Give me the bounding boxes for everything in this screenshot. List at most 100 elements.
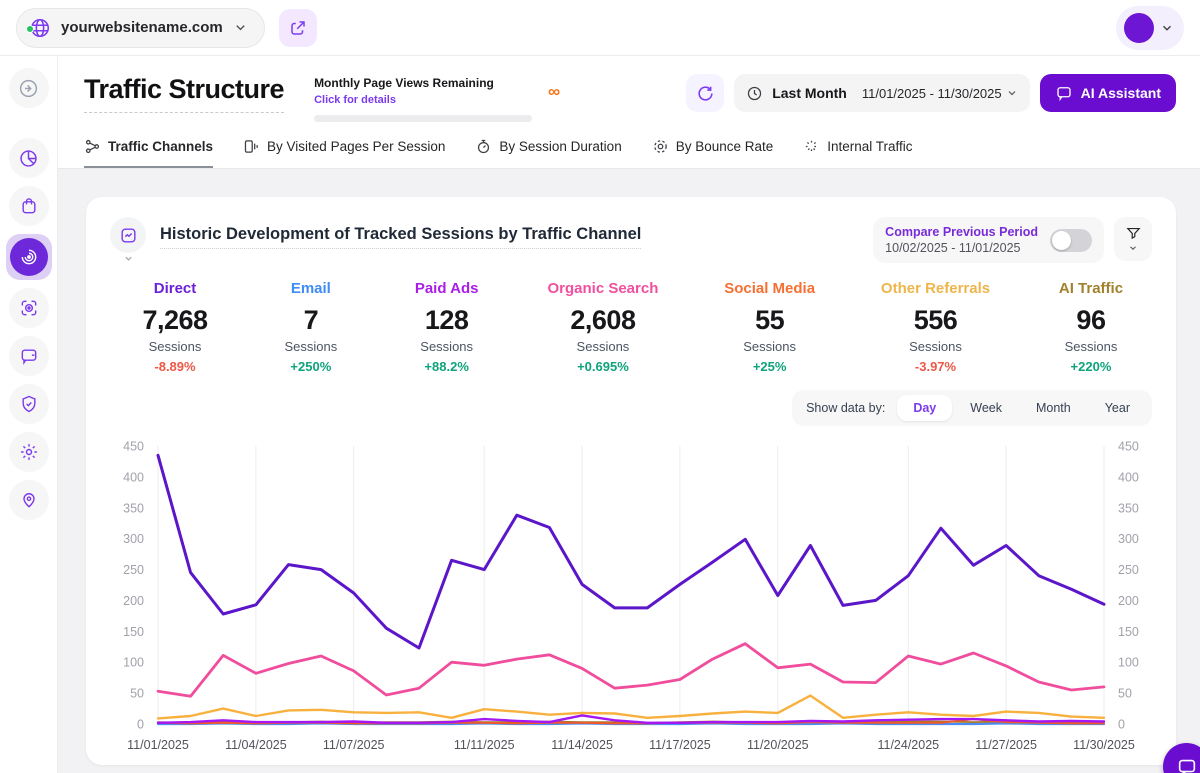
stat-label: Email	[290, 280, 331, 297]
stat-change: +88.2%	[424, 359, 469, 374]
tab-bounce-rate[interactable]: By Bounce Rate	[652, 138, 773, 168]
target-scan-icon	[21, 300, 36, 316]
svg-text:450: 450	[1118, 440, 1139, 454]
svg-text:200: 200	[1118, 594, 1139, 608]
arrow-circle-right-icon	[19, 79, 38, 97]
tab-session-duration[interactable]: By Session Duration	[475, 138, 622, 168]
stat-change: +25%	[752, 359, 787, 374]
sidebar-item-security[interactable]	[8, 384, 49, 424]
stat-change: +250%	[290, 359, 332, 374]
channel-stat-direct[interactable]: Direct 7,268 Sessions -8.89%	[140, 280, 210, 374]
stat-value: 556	[913, 305, 958, 335]
date-range-selector[interactable]: Last Month 11/01/2025 - 11/30/2025	[734, 74, 1030, 112]
svg-text:11/24/2025: 11/24/2025	[877, 738, 939, 752]
stopwatch-icon	[478, 139, 490, 154]
filter-button[interactable]	[1114, 217, 1152, 261]
stat-sub: Sessions	[576, 339, 630, 354]
sidebar-item-messages[interactable]	[8, 336, 49, 376]
sidebar	[0, 56, 58, 773]
shield-check-icon	[21, 395, 36, 413]
svg-text:450: 450	[123, 440, 144, 454]
clock-icon	[748, 86, 762, 100]
sidebar-collapse-toggle[interactable]	[8, 68, 49, 108]
sidebar-item-locations[interactable]	[8, 480, 49, 520]
refresh-button[interactable]	[686, 74, 725, 112]
funnel-icon	[1125, 227, 1141, 240]
chat-bubble-icon	[1178, 759, 1195, 773]
compare-label: Compare Previous Period	[885, 225, 1038, 239]
tab-internal-traffic[interactable]: Internal Traffic	[803, 138, 913, 168]
stat-label: Organic Search	[547, 280, 659, 297]
show-data-by-week[interactable]: Week	[970, 401, 1002, 415]
sidebar-item-orders[interactable]	[8, 186, 49, 226]
sidebar-item-analytics[interactable]	[8, 138, 49, 178]
show-data-by-year[interactable]: Year	[1104, 401, 1130, 415]
period-range-text: 11/01/2025 - 11/30/2025	[861, 85, 1002, 101]
card-title: Historic Development of Tracked Sessions…	[160, 225, 642, 249]
stat-label: AI Traffic	[1058, 280, 1124, 297]
period-preset: Last Month	[772, 85, 847, 101]
stat-label: Other Referrals	[880, 280, 991, 297]
open-website-button[interactable]	[278, 8, 317, 47]
monthly-pageviews-details-link[interactable]: Click for details	[314, 94, 396, 106]
svg-text:11/27/2025: 11/27/2025	[975, 738, 1037, 752]
sidebar-item-settings[interactable]	[8, 432, 49, 472]
stat-change: +220%	[1070, 359, 1112, 374]
svg-text:11/20/2025: 11/20/2025	[747, 738, 809, 752]
report-tabs: Traffic Channels By Visited Pages Per Se…	[84, 138, 1176, 168]
stat-value: 96	[1076, 305, 1106, 335]
card-collapse-control[interactable]	[110, 217, 146, 264]
svg-text:300: 300	[1118, 532, 1139, 546]
stat-sub: Sessions	[284, 339, 338, 354]
chevron-down-icon	[1130, 246, 1136, 251]
traffic-channels-card: Historic Development of Tracked Sessions…	[86, 197, 1176, 765]
stat-label: Social Media	[724, 280, 816, 297]
svg-text:350: 350	[123, 501, 144, 515]
content-area: Historic Development of Tracked Sessions…	[58, 169, 1200, 773]
user-menu[interactable]	[1116, 5, 1184, 50]
svg-text:11/01/2025: 11/01/2025	[127, 738, 189, 752]
ai-assistant-button[interactable]: AI Assistant	[1039, 74, 1176, 112]
period-range: 11/01/2025 - 11/30/2025	[862, 86, 1018, 101]
bounce-target-icon	[653, 140, 667, 153]
refresh-icon	[698, 85, 713, 101]
channel-stat-email[interactable]: Email 7 Sessions +250%	[276, 280, 346, 374]
burst-icon	[806, 140, 818, 153]
location-pin-icon	[22, 493, 35, 508]
channel-stat-other-referrals[interactable]: Other Referrals 556 Sessions -3.97%	[881, 280, 990, 374]
show-data-by-day[interactable]: Day	[897, 395, 953, 421]
topbar: yourwebsitename.com	[0, 0, 1200, 56]
svg-text:350: 350	[1118, 501, 1139, 515]
channel-stat-ai-traffic[interactable]: AI Traffic 96 Sessions +220%	[1056, 280, 1126, 374]
tab-traffic-channels[interactable]: Traffic Channels	[84, 138, 214, 168]
stat-value: 2,608	[570, 305, 636, 335]
tab-visited-pages[interactable]: By Visited Pages Per Session	[243, 138, 445, 168]
line-chart-icon	[110, 217, 146, 253]
gear-icon	[20, 444, 37, 460]
compare-toggle[interactable]	[1050, 228, 1092, 252]
stat-sub: Sessions	[420, 339, 474, 354]
channel-stat-organic-search[interactable]: Organic Search 2,608 Sessions +0.695%	[547, 280, 658, 374]
svg-text:400: 400	[123, 470, 144, 484]
svg-text:0: 0	[137, 718, 144, 732]
page-title: Traffic Structure	[84, 74, 285, 113]
svg-text:100: 100	[123, 656, 144, 670]
svg-text:11/30/2025: 11/30/2025	[1073, 738, 1135, 752]
show-data-by-month[interactable]: Month	[1035, 401, 1071, 415]
svg-text:200: 200	[123, 594, 144, 608]
sidebar-item-goals[interactable]	[8, 288, 49, 328]
sidebar-item-traffic-active[interactable]	[5, 234, 52, 280]
svg-text:300: 300	[123, 532, 144, 546]
stat-label: Paid Ads	[414, 280, 479, 297]
monthly-pageviews-title: Monthly Page Views Remaining	[314, 76, 494, 90]
bag-icon	[21, 198, 36, 214]
tab-label: Internal Traffic	[827, 139, 913, 154]
channel-stat-paid-ads[interactable]: Paid Ads 128 Sessions +88.2%	[412, 280, 482, 374]
site-selector[interactable]: yourwebsitename.com	[16, 7, 265, 48]
svg-text:11/04/2025: 11/04/2025	[225, 738, 287, 752]
channel-stat-social-media[interactable]: Social Media 55 Sessions +25%	[724, 280, 815, 374]
svg-text:100: 100	[1118, 656, 1139, 670]
channel-stats-row: Direct 7,268 Sessions -8.89% Email 7 Sessions +…	[110, 280, 1152, 374]
chevron-down-icon	[124, 256, 132, 261]
svg-text:150: 150	[123, 625, 144, 639]
